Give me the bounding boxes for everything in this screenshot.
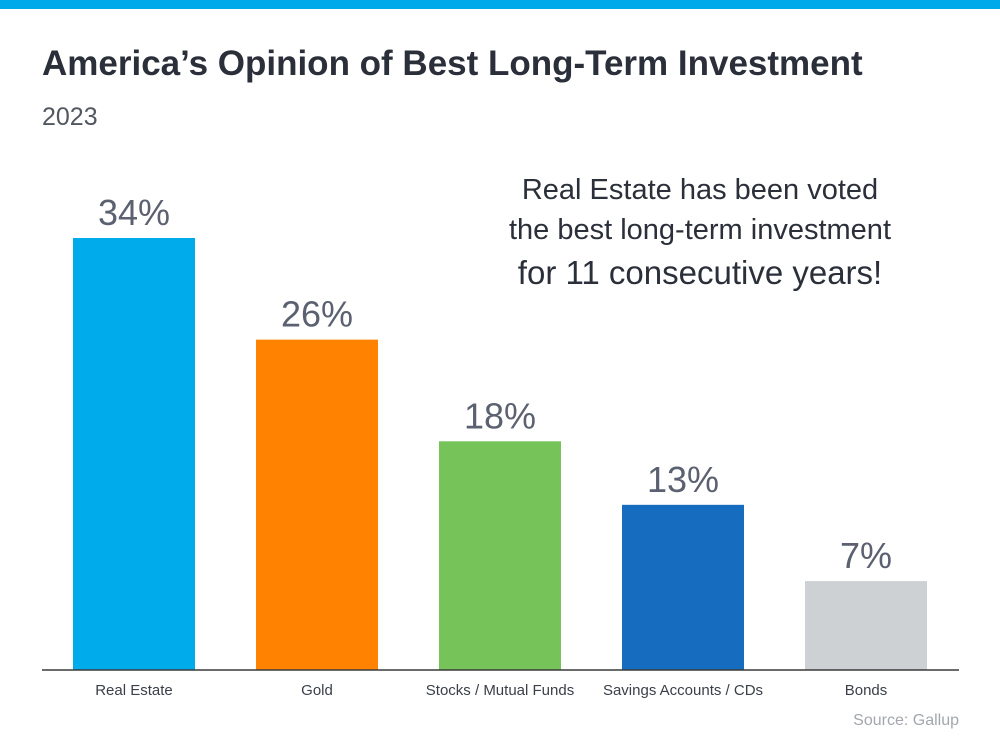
bar-4 (622, 504, 744, 670)
source-note: Source: Gallup (853, 712, 959, 729)
value-label-3: 18% (464, 395, 536, 436)
category-label-1: Real Estate (95, 682, 173, 699)
value-label-1: 34% (98, 192, 170, 233)
bar-1 (73, 238, 195, 670)
category-label-4: Savings Accounts / CDs (603, 682, 763, 699)
annotation-line-3: for 11 consecutive years! (517, 254, 883, 291)
bars-layer (73, 238, 927, 670)
top-accent-bar (0, 0, 1000, 9)
chart-subtitle: 2023 (42, 103, 98, 131)
value-label-2: 26% (281, 294, 353, 335)
value-label-4: 13% (647, 459, 719, 500)
bar-3 (439, 441, 561, 670)
labels-layer: 34% Real Estate 26% Gold 18% Stocks / Mutual … (95, 192, 892, 699)
annotation-line-2: the best long-term investment (508, 214, 891, 246)
annotation-line-1: Real Estate has been voted (521, 174, 879, 206)
bar-5 (805, 581, 927, 670)
category-label-2: Gold (301, 682, 333, 699)
chart-title: America’s Opinion of Best Long-Term Inve… (42, 44, 863, 83)
category-label-5: Bonds (845, 682, 888, 699)
annotation-callout: Real Estate has been voted the best long… (455, 170, 945, 296)
category-label-3: Stocks / Mutual Funds (426, 682, 574, 699)
bar-2 (256, 339, 378, 670)
value-label-5: 7% (840, 535, 892, 576)
